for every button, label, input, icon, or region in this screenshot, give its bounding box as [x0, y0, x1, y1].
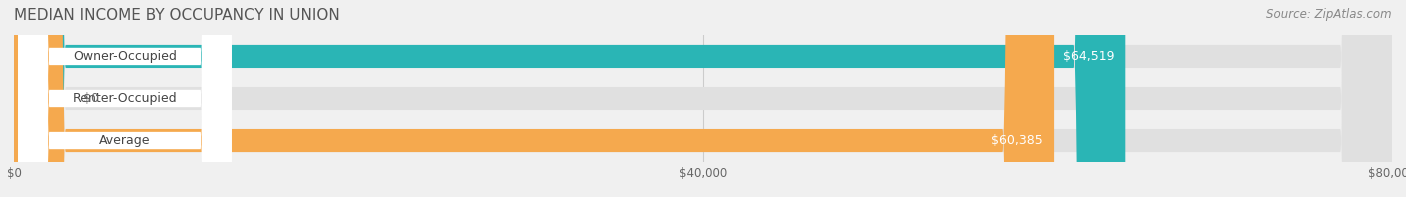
FancyBboxPatch shape: [18, 0, 232, 197]
Text: $0: $0: [83, 92, 98, 105]
FancyBboxPatch shape: [14, 0, 1054, 197]
Text: $64,519: $64,519: [1063, 50, 1115, 63]
FancyBboxPatch shape: [14, 0, 62, 197]
FancyBboxPatch shape: [14, 0, 1392, 197]
Text: $60,385: $60,385: [991, 134, 1043, 147]
Text: Average: Average: [100, 134, 150, 147]
FancyBboxPatch shape: [14, 0, 1392, 197]
Text: Renter-Occupied: Renter-Occupied: [73, 92, 177, 105]
FancyBboxPatch shape: [18, 0, 232, 197]
Text: MEDIAN INCOME BY OCCUPANCY IN UNION: MEDIAN INCOME BY OCCUPANCY IN UNION: [14, 8, 340, 23]
FancyBboxPatch shape: [14, 0, 1392, 197]
Text: Owner-Occupied: Owner-Occupied: [73, 50, 177, 63]
FancyBboxPatch shape: [14, 0, 1125, 197]
Text: Source: ZipAtlas.com: Source: ZipAtlas.com: [1267, 8, 1392, 21]
FancyBboxPatch shape: [18, 0, 232, 197]
